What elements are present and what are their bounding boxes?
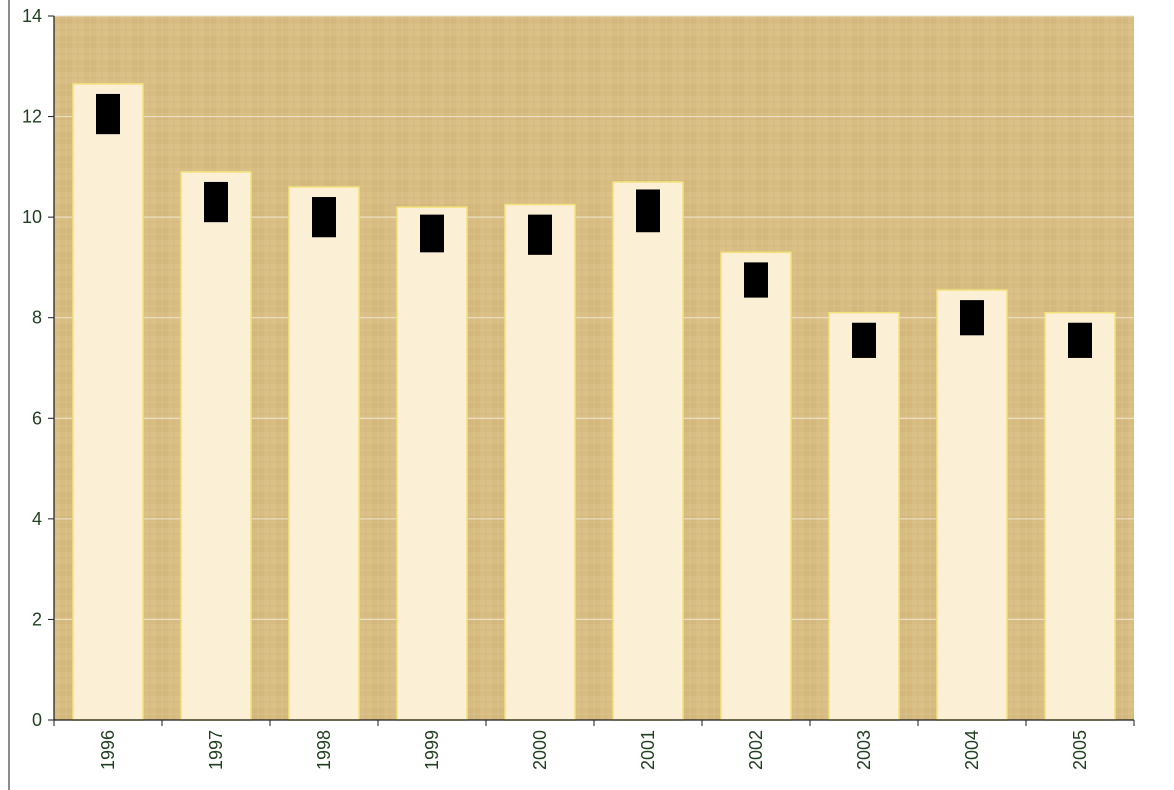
bar xyxy=(396,206,468,721)
x-tick-label: 2004 xyxy=(962,730,982,770)
y-tick-label: 6 xyxy=(32,408,42,428)
error-marker xyxy=(96,93,120,135)
error-marker xyxy=(744,262,768,298)
bar xyxy=(828,311,900,721)
bar xyxy=(180,171,252,721)
bar xyxy=(936,289,1008,721)
error-marker xyxy=(852,322,876,358)
y-tick-label: 10 xyxy=(22,207,42,227)
x-tick-label: 1999 xyxy=(422,730,442,770)
bar xyxy=(720,251,792,721)
bar xyxy=(288,186,360,721)
x-tick-label: 2000 xyxy=(530,730,550,770)
bar xyxy=(72,83,144,721)
x-axis-ticks: 1996 1997 1998 1999 2000 2001 2002 2003 2004 2005 xyxy=(53,720,1135,770)
error-marker xyxy=(312,197,336,238)
y-tick-label: 4 xyxy=(32,509,42,529)
x-tick-label: 2005 xyxy=(1070,730,1090,770)
y-tick-label: 14 xyxy=(22,6,42,26)
error-marker xyxy=(420,214,444,253)
x-tick-label: 1997 xyxy=(206,730,226,770)
error-marker xyxy=(528,214,552,255)
y-tick-label: 8 xyxy=(32,308,42,328)
y-tick-label: 12 xyxy=(22,107,42,127)
error-marker xyxy=(636,189,660,233)
error-marker xyxy=(1068,322,1092,358)
x-tick-label: 2001 xyxy=(638,730,658,770)
bar xyxy=(504,203,576,721)
x-tick-label: 1996 xyxy=(98,730,118,770)
error-marker xyxy=(204,181,228,223)
x-tick-label: 2002 xyxy=(746,730,766,770)
error-markers xyxy=(96,93,1092,358)
x-tick-label: 2003 xyxy=(854,730,874,770)
y-tick-label: 2 xyxy=(32,609,42,629)
error-marker xyxy=(960,300,984,336)
bar xyxy=(612,181,684,721)
y-axis-ticks: 0 2 4 6 8 10 12 14 xyxy=(22,6,54,730)
x-tick-label: 1998 xyxy=(314,730,334,770)
bar xyxy=(1044,311,1116,721)
y-tick-label: 0 xyxy=(32,710,42,730)
